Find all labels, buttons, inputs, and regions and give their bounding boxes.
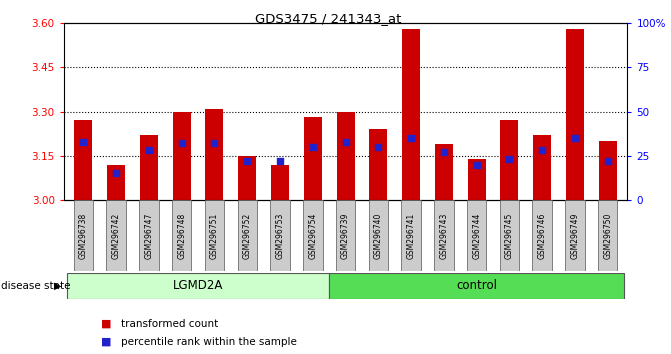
Bar xyxy=(271,165,289,200)
Bar xyxy=(401,200,421,271)
Bar xyxy=(74,200,93,271)
Point xyxy=(373,144,384,150)
Bar xyxy=(468,159,486,200)
Bar xyxy=(238,156,256,200)
Text: transformed count: transformed count xyxy=(121,319,218,329)
Bar xyxy=(139,200,159,271)
Bar xyxy=(565,200,584,271)
Bar xyxy=(336,200,356,271)
Bar xyxy=(598,200,617,271)
Bar xyxy=(205,200,224,271)
Text: ■: ■ xyxy=(101,337,111,347)
Bar xyxy=(402,29,420,200)
Bar xyxy=(205,109,223,200)
Bar xyxy=(501,120,519,200)
Text: GSM296754: GSM296754 xyxy=(308,212,317,259)
Text: GSM296753: GSM296753 xyxy=(276,212,285,259)
Text: GSM296748: GSM296748 xyxy=(177,212,187,258)
Point xyxy=(274,158,285,164)
Bar xyxy=(368,200,388,271)
Point xyxy=(176,141,187,146)
Bar xyxy=(107,200,126,271)
Text: GSM296750: GSM296750 xyxy=(603,212,612,259)
Text: percentile rank within the sample: percentile rank within the sample xyxy=(121,337,297,347)
Point xyxy=(209,141,220,146)
Bar xyxy=(74,120,93,200)
Text: GSM296751: GSM296751 xyxy=(210,212,219,258)
Bar xyxy=(304,118,322,200)
Text: GSM296747: GSM296747 xyxy=(144,212,154,259)
Text: GSM296746: GSM296746 xyxy=(537,212,547,259)
Text: ▶: ▶ xyxy=(54,281,61,291)
Text: GSM296740: GSM296740 xyxy=(374,212,383,259)
Text: GSM296744: GSM296744 xyxy=(472,212,481,259)
Bar xyxy=(107,165,125,200)
Bar xyxy=(532,200,552,271)
Bar xyxy=(434,200,454,271)
Text: ■: ■ xyxy=(101,319,111,329)
Point xyxy=(570,135,580,141)
Bar xyxy=(270,200,290,271)
Text: GSM296743: GSM296743 xyxy=(440,212,448,259)
Text: GDS3475 / 241343_at: GDS3475 / 241343_at xyxy=(255,12,401,25)
Bar xyxy=(467,200,486,271)
Bar xyxy=(435,144,453,200)
Point xyxy=(78,139,89,144)
Point xyxy=(537,148,548,153)
Point xyxy=(242,158,252,164)
Point xyxy=(603,158,613,164)
Bar xyxy=(500,200,519,271)
Bar xyxy=(566,29,584,200)
Bar xyxy=(337,112,354,200)
Bar xyxy=(599,141,617,200)
Bar xyxy=(533,135,551,200)
Point xyxy=(504,156,515,162)
Text: control: control xyxy=(456,279,497,292)
Point xyxy=(439,149,450,155)
Text: disease state: disease state xyxy=(1,281,71,291)
Text: GSM296749: GSM296749 xyxy=(570,212,580,259)
Bar xyxy=(329,273,624,299)
Bar xyxy=(369,129,387,200)
Text: GSM296752: GSM296752 xyxy=(243,212,252,258)
Point xyxy=(406,135,417,141)
Point xyxy=(340,139,351,144)
Bar xyxy=(67,273,329,299)
Text: GSM296741: GSM296741 xyxy=(407,212,415,258)
Point xyxy=(471,162,482,167)
Point xyxy=(111,171,121,176)
Bar xyxy=(172,200,191,271)
Bar xyxy=(172,112,191,200)
Text: GSM296745: GSM296745 xyxy=(505,212,514,259)
Text: GSM296739: GSM296739 xyxy=(341,212,350,259)
Text: GSM296738: GSM296738 xyxy=(79,212,88,258)
Text: GSM296742: GSM296742 xyxy=(111,212,121,258)
Bar xyxy=(238,200,257,271)
Bar xyxy=(140,135,158,200)
Bar xyxy=(303,200,323,271)
Text: LGMD2A: LGMD2A xyxy=(173,279,223,292)
Point xyxy=(307,144,318,150)
Point xyxy=(144,148,154,153)
